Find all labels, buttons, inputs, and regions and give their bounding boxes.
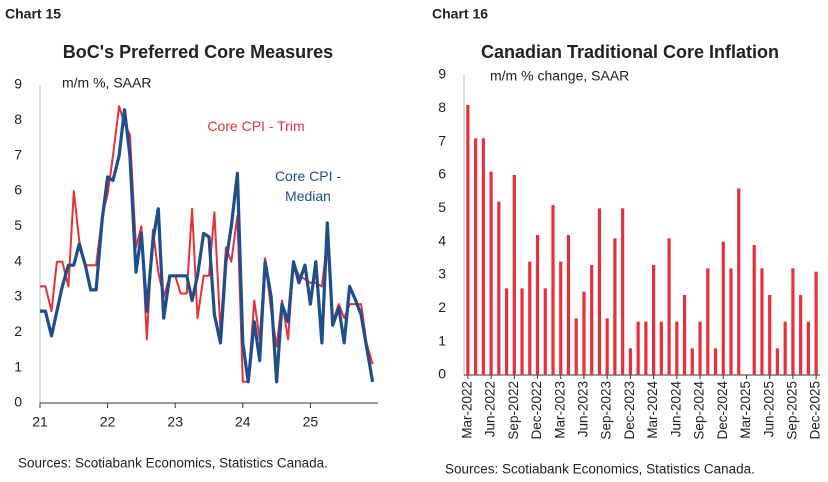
x-tick-label: Dec-2022 <box>529 381 544 440</box>
bar <box>752 245 756 375</box>
bar <box>806 321 810 375</box>
bar <box>667 238 671 375</box>
bar <box>605 318 609 375</box>
y-tick-label: 5 <box>438 199 446 215</box>
chart-label: Chart 16 <box>432 6 488 22</box>
bar <box>574 318 578 375</box>
bar <box>775 348 780 375</box>
bar <box>706 268 710 375</box>
x-tick-label: Mar-2022 <box>459 381 474 439</box>
bar <box>489 171 493 375</box>
bar <box>613 238 617 375</box>
bar <box>814 271 818 375</box>
bar <box>721 241 725 375</box>
chart-title: BoC's Preferred Core Measures <box>63 42 333 62</box>
y-tick-label: 7 <box>438 132 446 148</box>
bar <box>512 175 516 375</box>
y-tick-label: 6 <box>438 166 446 182</box>
bar <box>551 205 555 375</box>
bar <box>768 295 772 375</box>
y-tick-label: 1 <box>14 358 22 374</box>
bar <box>481 138 485 375</box>
y-tick-label: 4 <box>14 252 22 268</box>
bar <box>698 321 702 375</box>
y-tick-label: 0 <box>14 394 22 410</box>
bar <box>690 348 694 375</box>
x-tick-label: Mar-2024 <box>645 381 660 439</box>
y-tick-label: 5 <box>14 217 22 233</box>
x-tick-label: Dec-2023 <box>622 381 637 440</box>
y-tick-label: 8 <box>438 99 446 115</box>
y-tick-label: 6 <box>14 182 22 198</box>
y-tick-label: 2 <box>438 299 446 315</box>
y-tick-label: 0 <box>438 366 446 382</box>
series-label: Core CPI - Median <box>274 168 342 204</box>
y-tick-label: 9 <box>438 66 446 82</box>
bar <box>644 321 648 375</box>
bar <box>783 321 787 375</box>
bar <box>474 138 478 375</box>
x-tick-label: Sep-2025 <box>784 381 799 440</box>
subtitle: m/m % change, SAAR <box>490 68 629 84</box>
bar <box>729 268 733 375</box>
chart-label: Chart 15 <box>5 6 61 22</box>
bar <box>628 348 632 375</box>
bar <box>543 288 547 375</box>
chart-title: Canadian Traditional Core Inflation <box>481 42 779 62</box>
bar <box>682 295 687 375</box>
bar <box>566 235 571 375</box>
y-tick-label: 8 <box>14 111 22 127</box>
x-tick-label: 25 <box>303 414 319 430</box>
x-tick-label: 22 <box>100 414 116 430</box>
bar <box>590 265 594 375</box>
series-label: Core CPI - Trim <box>207 118 305 134</box>
x-tick-label: Dec-2025 <box>808 381 823 440</box>
x-tick-label: Mar-2023 <box>552 381 567 439</box>
bar <box>597 208 602 375</box>
bar <box>621 208 625 375</box>
y-tick-label: 2 <box>14 323 22 339</box>
subtitle: m/m %, SAAR <box>62 75 151 91</box>
source: Sources: Scotiabank Economics, Statistic… <box>445 462 755 477</box>
bar <box>559 261 563 375</box>
bar <box>675 321 679 375</box>
x-tick-label: Sep-2024 <box>692 381 707 440</box>
bar <box>466 105 470 375</box>
bar <box>535 235 540 375</box>
y-tick-label: 4 <box>438 232 446 248</box>
bar <box>799 295 803 375</box>
x-tick-label: 21 <box>32 414 48 430</box>
bar <box>497 201 501 375</box>
y-tick-label: 7 <box>14 146 22 162</box>
x-tick-label: Jun-2022 <box>483 381 498 437</box>
bar <box>520 288 524 375</box>
x-tick-label: Sep-2023 <box>599 381 614 440</box>
bar <box>582 291 586 375</box>
x-tick-label: 24 <box>235 414 251 430</box>
bar <box>713 348 718 375</box>
y-tick-label: 1 <box>438 332 446 348</box>
bar <box>659 321 663 375</box>
source: Sources: Scotiabank Economics, Statistic… <box>18 456 328 471</box>
y-tick-label: 3 <box>14 288 22 304</box>
x-tick-label: Jun-2024 <box>668 381 683 438</box>
x-tick-label: Jun-2023 <box>576 381 591 437</box>
x-tick-label: Jun-2025 <box>761 381 776 437</box>
bar <box>791 268 795 375</box>
x-tick-label: 23 <box>167 414 183 430</box>
bar <box>504 288 509 375</box>
bar <box>652 265 656 375</box>
bar <box>760 268 764 375</box>
bar <box>528 261 532 375</box>
line-series <box>40 108 375 384</box>
bar <box>737 188 741 375</box>
x-tick-label: Sep-2022 <box>506 381 521 440</box>
y-tick-label: 3 <box>438 266 446 282</box>
x-tick-label: Dec-2024 <box>715 381 730 440</box>
y-tick-label: 9 <box>14 76 22 92</box>
x-tick-label: Mar-2025 <box>738 381 753 439</box>
bar <box>636 321 640 375</box>
